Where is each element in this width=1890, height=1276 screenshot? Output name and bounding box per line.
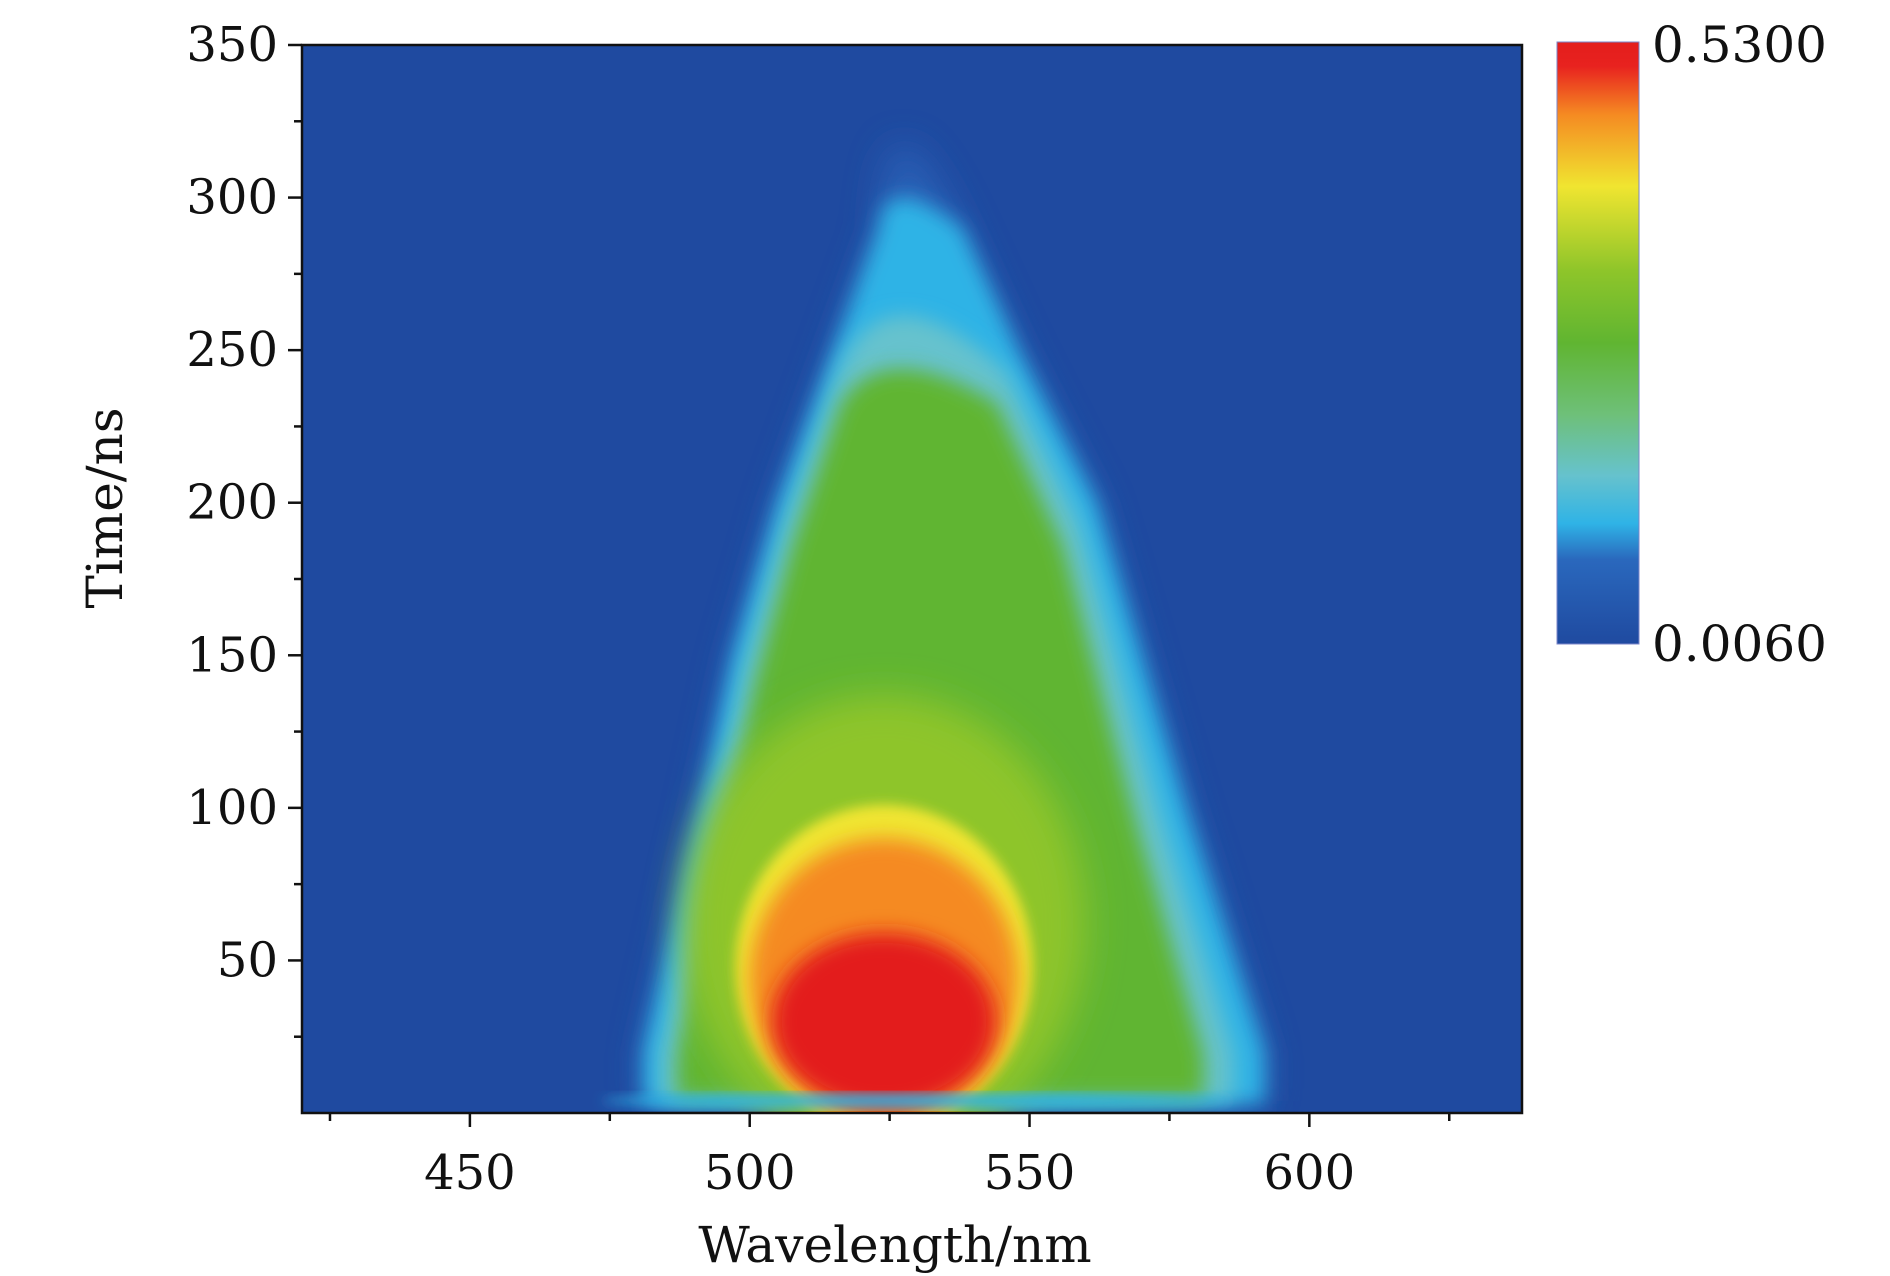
y-tick-label: 250 [186, 322, 278, 378]
colorbar: 0.5300 0.0060 [1556, 16, 1827, 673]
y-tick-label: 100 [186, 780, 278, 836]
x-tick-label: 550 [984, 1145, 1076, 1201]
y-tick-label: 350 [186, 17, 278, 73]
y-tick-label: 200 [186, 475, 278, 531]
y-tick-label: 150 [186, 627, 278, 683]
x-tick-label: 500 [704, 1145, 796, 1201]
x-tick-label: 600 [1264, 1145, 1356, 1201]
colorbar-gradient [1556, 41, 1640, 645]
x-axis-title: Wavelength/nm [698, 1216, 1091, 1274]
heatmap-emission-field [601, 144, 1265, 1113]
x-axis: 450 500 550 600 [328, 1113, 1451, 1201]
y-tick-label: 50 [217, 932, 278, 988]
emission-base-streak [601, 1093, 1234, 1108]
y-axis-title: Time/ns [76, 407, 134, 608]
colorbar-min-label: 0.0060 [1652, 615, 1827, 673]
emission-red-peak [772, 932, 996, 1110]
x-tick-label: 450 [424, 1145, 516, 1201]
colorbar-max-label: 0.5300 [1652, 16, 1827, 74]
y-axis: 50 100 150 200 250 300 350 [186, 17, 302, 1038]
plot-area [302, 45, 1522, 1113]
y-tick-label: 300 [186, 170, 278, 226]
